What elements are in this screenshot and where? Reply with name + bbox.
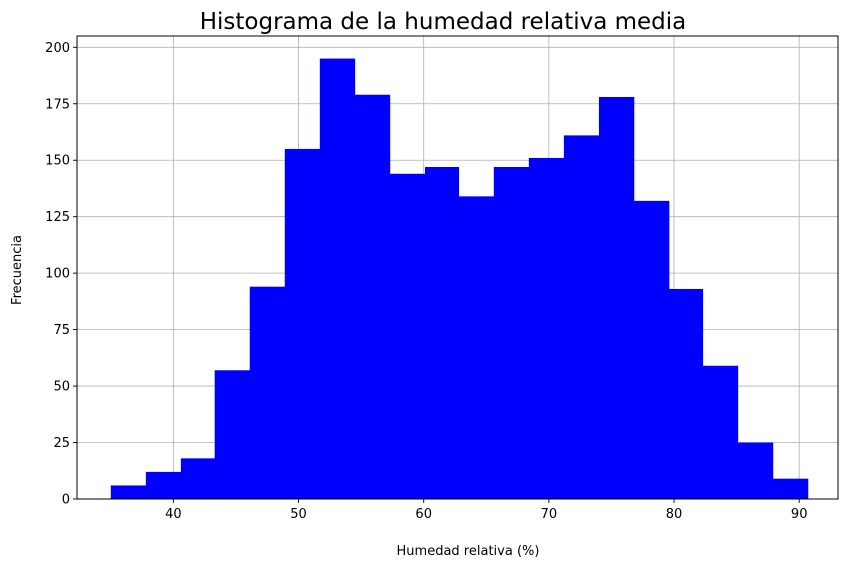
- x-tick-label: 70: [541, 507, 558, 522]
- histogram-bar: [110, 485, 147, 499]
- y-tick-label: 0: [62, 493, 70, 508]
- histogram-bar: [702, 365, 739, 499]
- y-tick-label: 150: [45, 154, 70, 169]
- histogram-bar: [214, 370, 251, 499]
- y-tick-label: 200: [45, 41, 70, 56]
- histogram-bar: [669, 288, 704, 499]
- histogram-bar: [389, 173, 426, 499]
- histogram-bars: [110, 58, 809, 500]
- y-axis-label: Frecuencia: [10, 235, 25, 305]
- histogram-bar: [528, 157, 565, 499]
- axis-ticks: 40 50 60 70 80 90 0 25 50 75 100 125 150 175 200: [45, 41, 807, 522]
- histogram-bar: [598, 96, 635, 500]
- x-tick-label: 90: [791, 507, 808, 522]
- y-tick-label: 100: [45, 267, 70, 282]
- histogram-bar: [249, 286, 286, 499]
- histogram-bar: [737, 442, 774, 499]
- chart-title: Histograma de la humedad relativa media: [200, 9, 687, 35]
- histogram-bar: [633, 200, 670, 499]
- histogram-bar: [772, 478, 809, 499]
- y-tick-label: 175: [45, 97, 70, 112]
- y-tick-label: 75: [53, 323, 70, 338]
- plot-frame: [76, 35, 839, 500]
- y-tick-label: 125: [45, 210, 70, 225]
- x-axis-label: Humedad relativa (%): [397, 544, 540, 559]
- histogram-bar: [284, 148, 321, 500]
- x-tick-label: 40: [165, 507, 182, 522]
- histogram-bar: [319, 58, 356, 500]
- x-tick-label: 80: [666, 507, 683, 522]
- histogram-bar: [180, 458, 215, 499]
- grid-lines: [77, 36, 838, 500]
- histogram-bar: [563, 135, 600, 499]
- histogram-bar: [424, 166, 460, 499]
- histogram-bar: [493, 166, 530, 499]
- y-tick-label: 25: [53, 436, 70, 451]
- x-tick-label: 50: [290, 507, 307, 522]
- x-tick-label: 60: [415, 507, 432, 522]
- histogram-bar: [354, 94, 391, 499]
- histogram-bar: [458, 196, 495, 500]
- histogram-bar: [145, 471, 182, 499]
- y-tick-label: 50: [53, 380, 70, 395]
